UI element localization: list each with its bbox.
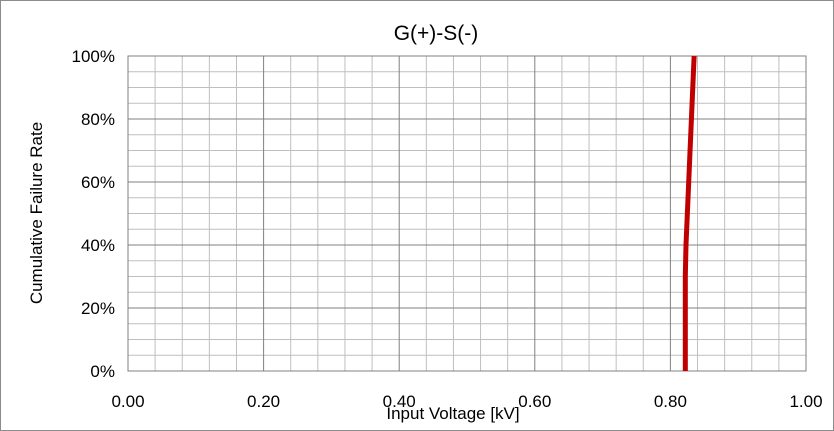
plot-area-border (127, 55, 807, 372)
x-axis-label: Input Voltage [kV] (386, 404, 519, 423)
x-tick-label: 1.00 (789, 392, 822, 411)
x-tick-label: 0.20 (247, 392, 280, 411)
x-tick-label: 0.60 (518, 392, 551, 411)
x-tick-label: 0.00 (111, 392, 144, 411)
y-axis-ticks: 0% 20% 40% 60% 80% 100% (72, 47, 115, 381)
x-tick-label: 0.40 (383, 392, 416, 411)
y-tick-label: 100% (72, 47, 115, 66)
y-tick-label: 20% (81, 299, 115, 318)
y-tick-label: 60% (81, 173, 115, 192)
y-tick-label: 0% (90, 362, 115, 381)
y-tick-label: 40% (81, 236, 115, 255)
x-tick-label: 0.80 (654, 392, 687, 411)
series-line (682, 55, 697, 371)
minor-gridlines (128, 56, 806, 371)
y-tick-label: 80% (81, 110, 115, 129)
y-axis-label: Cumulative Failure Rate (27, 122, 46, 304)
series-group (682, 55, 697, 371)
chart-title: G(+)-S(-) (394, 22, 479, 45)
x-axis-ticks: 0.00 0.20 0.40 0.60 0.80 1.00 (111, 392, 822, 411)
